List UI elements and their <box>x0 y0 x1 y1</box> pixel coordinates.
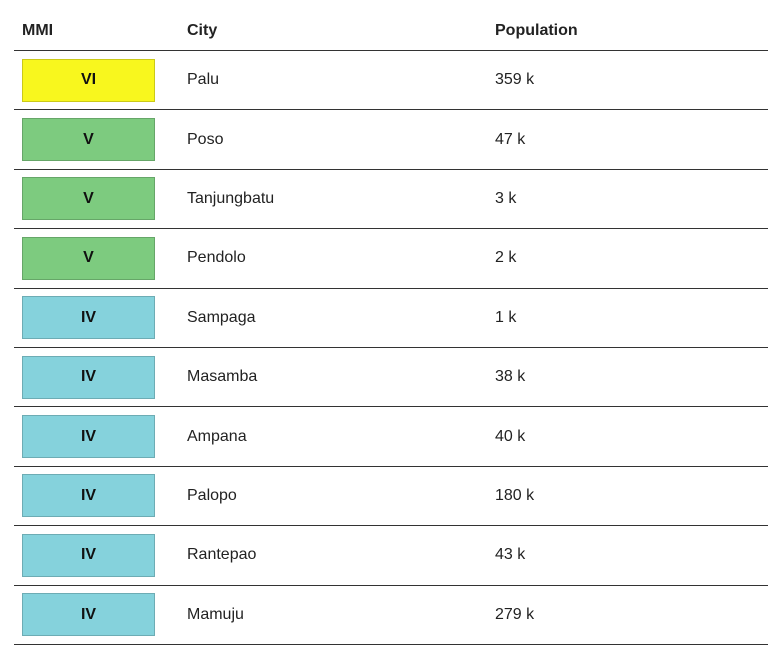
header-cell: Population <box>495 22 578 39</box>
mmi-badge: IV <box>22 355 155 399</box>
city-cell: Sampaga <box>187 308 256 326</box>
table-row: IV Ampana 40 k <box>14 407 768 467</box>
mmi-badge: IV <box>22 415 155 459</box>
mmi-cell: IV <box>22 526 155 584</box>
mmi-cell: IV <box>22 289 155 347</box>
table-row: IV Sampaga 1 k <box>14 289 768 348</box>
city-cell: Palu <box>187 71 220 89</box>
mmi-badge: VI <box>22 58 155 102</box>
table-row: IV Masamba 38 k <box>14 348 768 408</box>
header-row: MMI City Population <box>14 0 768 51</box>
mmi-badge: V <box>22 177 155 221</box>
city-cell: Palopo <box>187 486 237 504</box>
mmi-badge: IV <box>22 474 155 518</box>
table-row: V Pendolo 2 k <box>14 229 768 289</box>
mmi-cell: V <box>22 110 155 168</box>
table-row: IV Mamuju 279 k <box>14 586 768 645</box>
mmi-cell: V <box>22 170 155 228</box>
mmi-cell: IV <box>22 467 155 525</box>
mmi-badge: IV <box>22 296 155 340</box>
table-row: IV Rantepao 43 k <box>14 526 768 586</box>
table-row: VI Palu 359 k <box>14 51 768 111</box>
mmi-cell: IV <box>22 407 155 465</box>
table-row: IV Palopo 180 k <box>14 467 768 527</box>
city-cell: Ampana <box>187 427 247 445</box>
population-cell: 3 k <box>495 189 517 207</box>
city-cell: Mamuju <box>187 605 244 623</box>
city-cell: Poso <box>187 130 224 148</box>
header-cell: MMI <box>22 22 54 39</box>
city-cell: Pendolo <box>187 249 246 267</box>
population-cell: 180 k <box>495 486 535 504</box>
header-cell: City <box>187 22 218 39</box>
population-cell: 40 k <box>495 427 526 445</box>
population-cell: 359 k <box>495 71 535 89</box>
mmi-badge: V <box>22 236 155 280</box>
population-cell: 43 k <box>495 546 526 564</box>
city-cell: Masamba <box>187 368 258 386</box>
mmi-cell: IV <box>22 348 155 406</box>
population-cell: 279 k <box>495 605 535 623</box>
mmi-badge: IV <box>22 533 155 577</box>
mmi-cell: VI <box>22 51 155 109</box>
mmi-cell: V <box>22 229 155 287</box>
mmi-cell: IV <box>22 586 155 644</box>
population-cell: 47 k <box>495 130 526 148</box>
city-cell: Tanjungbatu <box>187 189 275 207</box>
mmi-badge: V <box>22 118 155 162</box>
table: MMI City Population VI Palu 359 k V Poso 47 k… <box>14 0 768 645</box>
population-cell: 38 k <box>495 368 526 386</box>
city-cell: Rantepao <box>187 546 257 564</box>
population-cell: 1 k <box>495 308 517 326</box>
population-cell: 2 k <box>495 249 517 267</box>
table-row: V Tanjungbatu 3 k <box>14 170 768 230</box>
mmi-badge: IV <box>22 593 155 637</box>
table-row: V Poso 47 k <box>14 110 768 170</box>
